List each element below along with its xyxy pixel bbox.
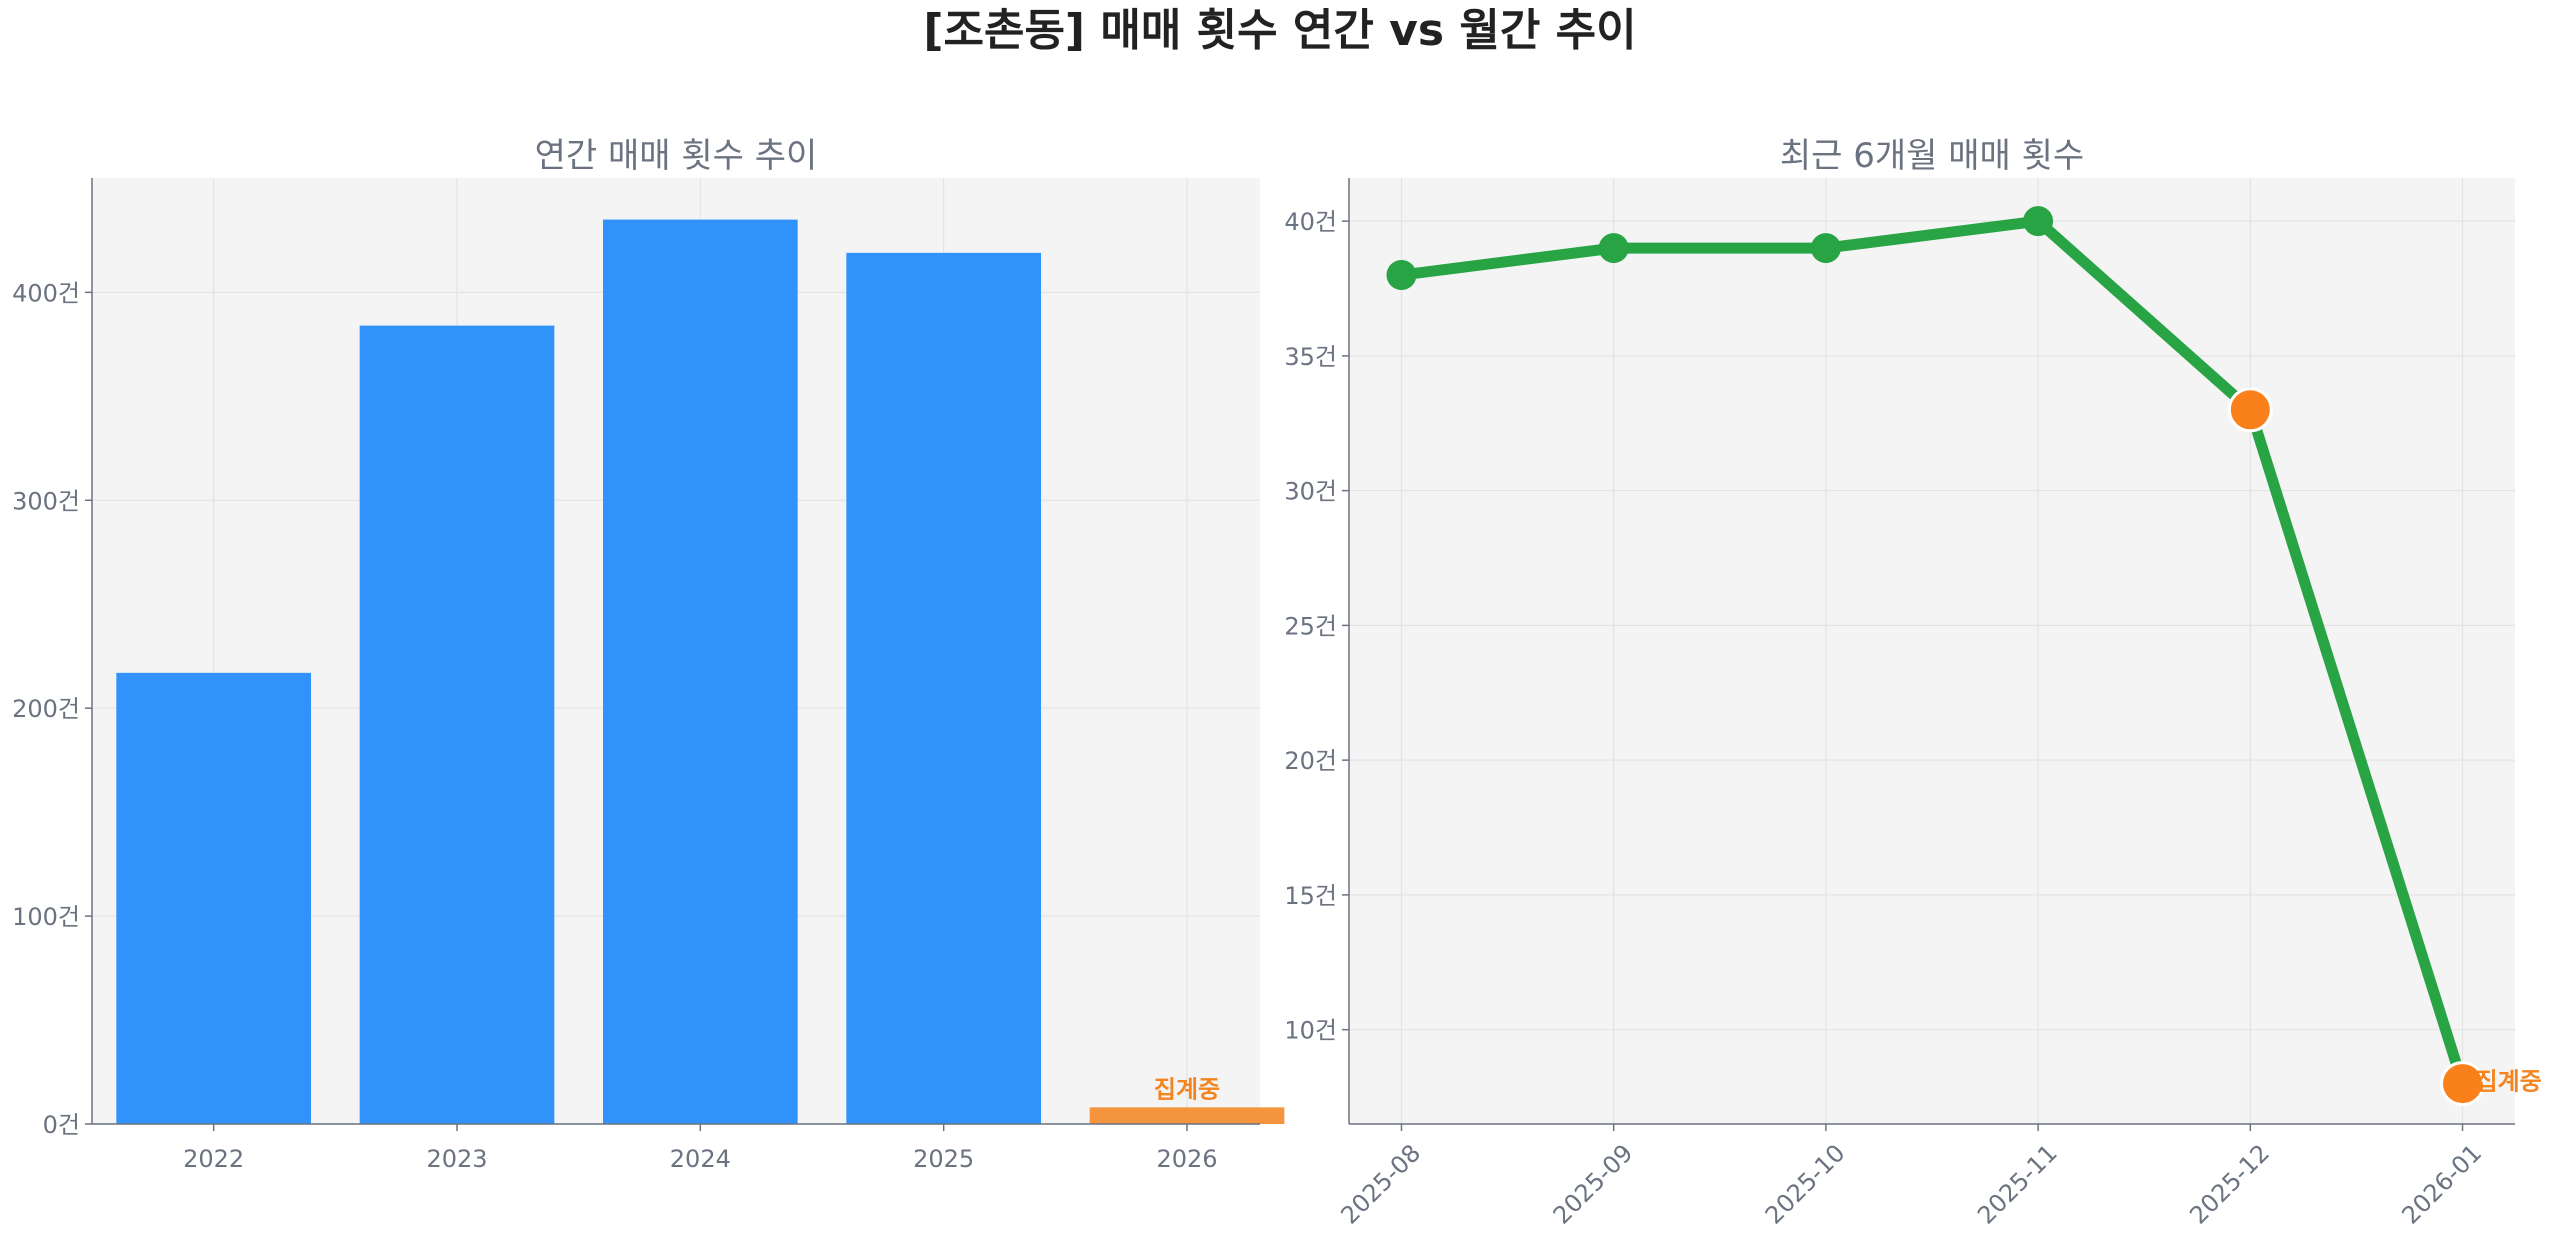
monthly-ytick-label: 15건 — [1284, 882, 1337, 910]
monthly-line: 집계중 — [1386, 206, 2542, 1107]
monthly-point-2025-12 — [2227, 387, 2273, 433]
annual-xtick-label: 2025 — [913, 1145, 974, 1173]
monthly-point-2026-01 — [2440, 1061, 2486, 1107]
annual-chart-title: 연간 매매 횟수 추이 — [535, 136, 818, 176]
monthly-point-2025-11 — [2023, 206, 2054, 237]
monthly-ytick-label: 40건 — [1284, 208, 1337, 236]
annual-bar-2023 — [359, 325, 555, 1125]
monthly-xtick-label: 2025-11 — [1972, 1139, 2063, 1230]
annual-bar-2025 — [846, 252, 1041, 1124]
monthly-xtick-label: 2025-08 — [1335, 1139, 1426, 1230]
monthly-xtick-label: 2025-09 — [1548, 1139, 1639, 1230]
annual-bar-chart: 집계중 0건 100건 200건 300건 400건 2022 2023 2024 2025 20… — [12, 136, 1285, 1173]
annual-ytick-label: 300건 — [12, 487, 80, 515]
monthly-chart-title: 최근 6개월 매매 횟수 — [1780, 136, 2084, 176]
monthly-ytick-label: 20건 — [1284, 747, 1337, 775]
annual-xtick-label: 2023 — [426, 1145, 487, 1173]
monthly-series-line — [1395, 215, 2469, 1090]
monthly-gridlines — [1349, 178, 2515, 1124]
figure-title: [조촌동] 매매 횟수 연간 vs 월간 추이 — [923, 5, 1636, 56]
monthly-point-2025-10 — [1810, 233, 1841, 264]
monthly-plot-area — [1349, 178, 2515, 1124]
annual-annotation: 집계중 — [1154, 1075, 1220, 1103]
annual-xtick-label: 2026 — [1156, 1145, 1217, 1173]
annual-ytick-label: 400건 — [12, 279, 80, 307]
annual-bars: 집계중 — [116, 219, 1285, 1125]
monthly-ytick-label: 30건 — [1284, 478, 1337, 506]
annual-ytick-label: 0건 — [43, 1111, 80, 1139]
monthly-line-chart: 집계중 10건 15건 20건 25건 30건 35건 40건 2025-08 2025-09 2… — [1284, 136, 2541, 1230]
annual-axes: 0건 100건 200건 300건 400건 2022 2023 2024 2025 2026 — [12, 178, 1260, 1173]
annual-xtick-label: 2024 — [670, 1145, 731, 1173]
monthly-annotation: 집계중 — [2476, 1068, 2542, 1096]
monthly-xtick-label: 2026-01 — [2397, 1139, 2488, 1230]
monthly-point-2025-08 — [1386, 260, 1417, 291]
monthly-ytick-label: 10건 — [1284, 1017, 1337, 1045]
monthly-point-2025-09 — [1598, 233, 1629, 264]
annual-xtick-label: 2022 — [183, 1145, 244, 1173]
monthly-ytick-label: 25건 — [1284, 612, 1337, 640]
annual-bar-2024 — [603, 219, 798, 1125]
annual-ytick-label: 200건 — [12, 695, 80, 723]
monthly-xtick-label: 2025-10 — [1760, 1139, 1851, 1230]
monthly-ytick-label: 35건 — [1284, 343, 1337, 371]
annual-bar-2022 — [116, 672, 311, 1124]
annual-bar-2026 — [1089, 1107, 1285, 1124]
monthly-xtick-label: 2025-12 — [2184, 1139, 2275, 1230]
annual-ytick-label: 100건 — [12, 903, 80, 931]
